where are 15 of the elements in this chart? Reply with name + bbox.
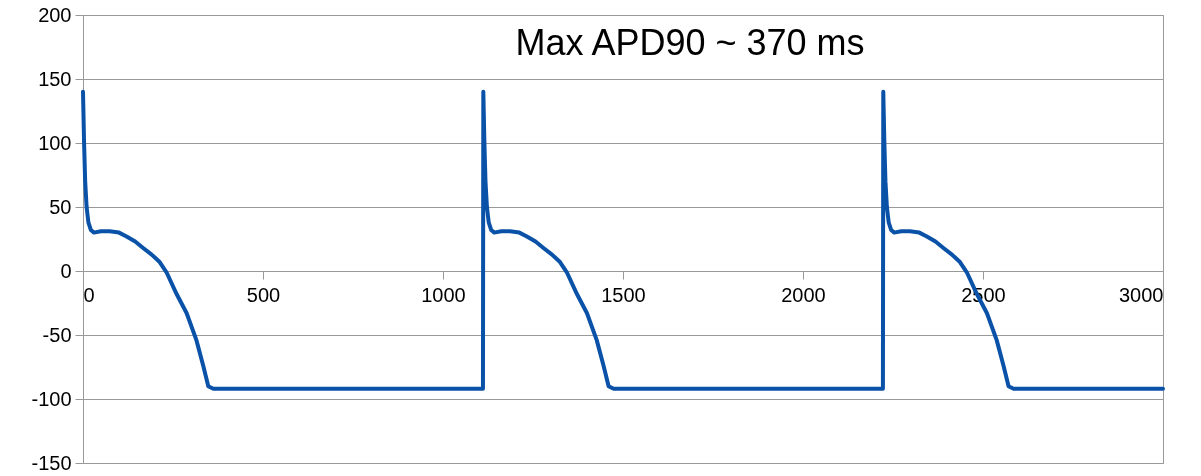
x-tick-label: 2000 bbox=[781, 283, 826, 306]
y-tick-label: 150 bbox=[38, 67, 72, 90]
x-tick-label: 1000 bbox=[421, 283, 466, 306]
y-tick-label: 100 bbox=[38, 131, 72, 154]
y-tick-label: 0 bbox=[60, 259, 72, 282]
y-tick-label: 50 bbox=[49, 195, 72, 218]
y-tick-label: -100 bbox=[31, 387, 72, 410]
x-tick-label: 0 bbox=[83, 283, 95, 306]
x-tick-label: 3000 bbox=[1119, 283, 1164, 306]
y-tick-label: 200 bbox=[38, 3, 72, 26]
y-tick-label: -50 bbox=[42, 323, 72, 346]
chart-title: Max APD90 ~ 370 ms bbox=[515, 22, 865, 63]
x-tick-label: 1500 bbox=[601, 283, 646, 306]
x-tick-label: 500 bbox=[246, 283, 281, 306]
y-tick-label: -150 bbox=[31, 451, 72, 474]
